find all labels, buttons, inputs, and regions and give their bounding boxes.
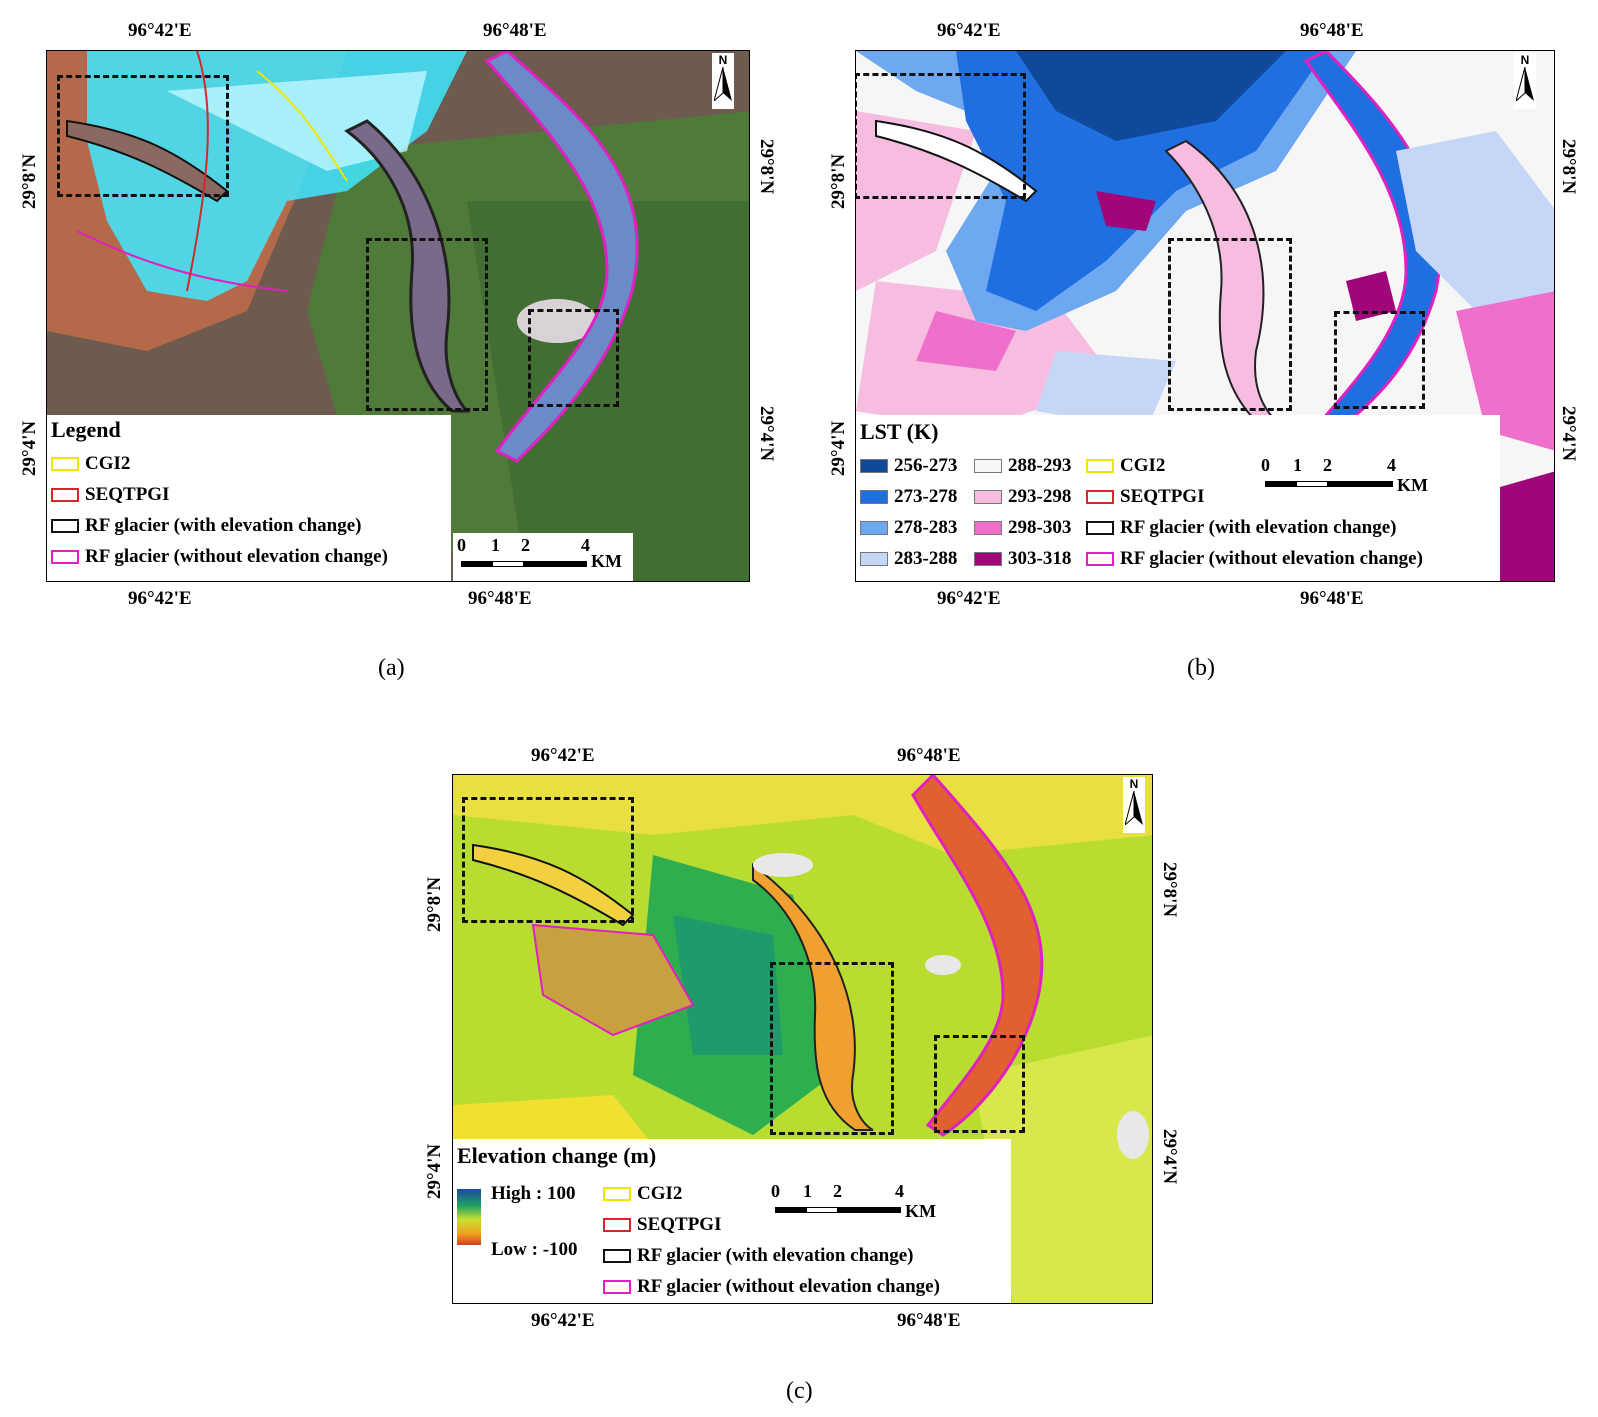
north-label: N [1520,53,1530,67]
panel-c-legend: Elevation change (m) High : 100 Low : -1… [453,1139,1011,1303]
panel-c-right-lat-2: 29°4'N [1159,1129,1180,1185]
panel-c-left-lat-2: 29°4'N [424,1143,445,1199]
seqtpgi-swatch [51,488,79,502]
panel-a-left-lat-1: 29°8'N [19,153,40,209]
panel-a-right-lat-2: 29°4'N [756,406,777,462]
panel-c-legend-rf-without: RF glacier (without elevation change) [603,1276,940,1298]
panel-a-focus-box-2 [366,238,488,411]
panel-c-map: N Elevation change (m) High : 100 Low : … [452,774,1153,1304]
panel-a-right-lat-1: 29°8'N [756,139,777,195]
panel-a-top-lon-2: 96°48'E [483,20,547,41]
panel-b-bottom-lon-1: 96°42'E [937,588,1001,609]
panel-c-legend-cgi2: CGI2 [603,1183,682,1205]
panel-c-caption: (c) [786,1378,813,1404]
panel-a-focus-box-3 [528,309,619,407]
panel-b-bottom-lon-2: 96°48'E [1300,588,1364,609]
panel-b-left-lat-2: 29°4'N [828,420,849,476]
lst-class-4: 283-288 [860,548,957,570]
panel-a-legend-cgi2: CGI2 [51,453,130,475]
lst-class-5: 288-293 [974,455,1071,477]
panel-b-right-lat-2: 29°4'N [1558,406,1579,462]
panel-a-top-lon-1: 96°42'E [128,20,192,41]
panel-c-north-arrow-icon: N [1123,777,1145,833]
panel-b-left-lat-1: 29°8'N [828,153,849,209]
panel-b-legend-rf-with: RF glacier (with elevation change) [1086,517,1397,539]
panel-c-focus-box-2 [770,962,894,1135]
panel-b-legend-seqtpgi: SEQTPGI [1086,486,1204,508]
panel-a-left-lat-2: 29°4'N [19,420,40,476]
elevation-low-label: Low : -100 [491,1239,578,1260]
panel-c-bottom-lon-2: 96°48'E [897,1310,961,1331]
panel-b-legend-title: LST (K) [860,419,939,444]
panel-b-north-arrow-icon: N [1514,53,1536,109]
panel-c-left-lat-1: 29°8'N [424,876,445,932]
panel-b-top-lon-1: 96°42'E [937,20,1001,41]
rf-without-swatch [51,550,79,564]
panel-c-bottom-lon-1: 96°42'E [531,1310,595,1331]
panel-c-legend-rf-with: RF glacier (with elevation change) [603,1245,914,1267]
panel-c-right-lat-1: 29°8'N [1159,862,1180,918]
panel-b-scale-bar: 0 1 2 4 KM [1261,455,1428,495]
panel-b-focus-box-3 [1334,311,1425,409]
panel-c-top-lon-2: 96°48'E [897,745,961,766]
panel-b-map: N LST (K) 256-273 273-278 278-283 283-28… [855,50,1555,582]
panel-c-focus-box-1 [462,797,634,923]
panel-a-legend-rf-without: RF glacier (without elevation change) [51,546,388,568]
panel-b-legend-rf-without: RF glacier (without elevation change) [1086,548,1423,570]
panel-a-legend: Legend CGI2 SEQTPGI RF glacier (with ele… [47,415,451,581]
panel-c-legend-seqtpgi: SEQTPGI [603,1214,721,1236]
north-label: N [1129,777,1139,791]
panel-b-legend-cgi2: CGI2 [1086,455,1165,477]
lst-class-6: 293-298 [974,486,1071,508]
lst-class-1: 256-273 [860,455,957,477]
lst-class-3: 278-283 [860,517,957,539]
lst-class-8: 303-318 [974,548,1071,570]
lst-class-7: 298-303 [974,517,1071,539]
cgi2-swatch [51,457,79,471]
panel-a-north-arrow-icon: N [712,53,734,109]
panel-a-legend-seqtpgi: SEQTPGI [51,484,169,506]
rf-with-swatch [51,519,79,533]
lst-class-2: 273-278 [860,486,957,508]
panel-c-scale-bar: 0 1 2 4 KM [771,1181,936,1221]
panel-b-caption: (b) [1187,655,1215,681]
panel-a-legend-title: Legend [51,417,121,442]
panel-b-top-lon-2: 96°48'E [1300,20,1364,41]
panel-c-focus-box-3 [934,1035,1025,1133]
panel-a-map: N Legend CGI2 SEQTPGI RF glacier (with e… [46,50,750,582]
panel-a-legend-rf-with: RF glacier (with elevation change) [51,515,362,537]
panel-a-scale-bar: 0 1 2 4 KM [453,533,633,581]
elevation-high-label: High : 100 [491,1183,576,1204]
north-label: N [718,53,728,67]
panel-b-focus-box-2 [1168,238,1292,411]
panel-a-focus-box-1 [57,75,229,197]
panel-b-right-lat-1: 29°8'N [1558,139,1579,195]
panel-c-top-lon-1: 96°42'E [531,745,595,766]
panel-c-legend-title: Elevation change (m) [457,1143,657,1168]
elevation-gradient-ramp [457,1189,481,1245]
panel-b-legend: LST (K) 256-273 273-278 278-283 283-288 … [856,415,1500,581]
panel-a-bottom-lon-2: 96°48'E [468,588,532,609]
panel-a-caption: (a) [378,655,405,681]
panel-b-focus-box-1 [856,73,1026,199]
panel-a-bottom-lon-1: 96°42'E [128,588,192,609]
